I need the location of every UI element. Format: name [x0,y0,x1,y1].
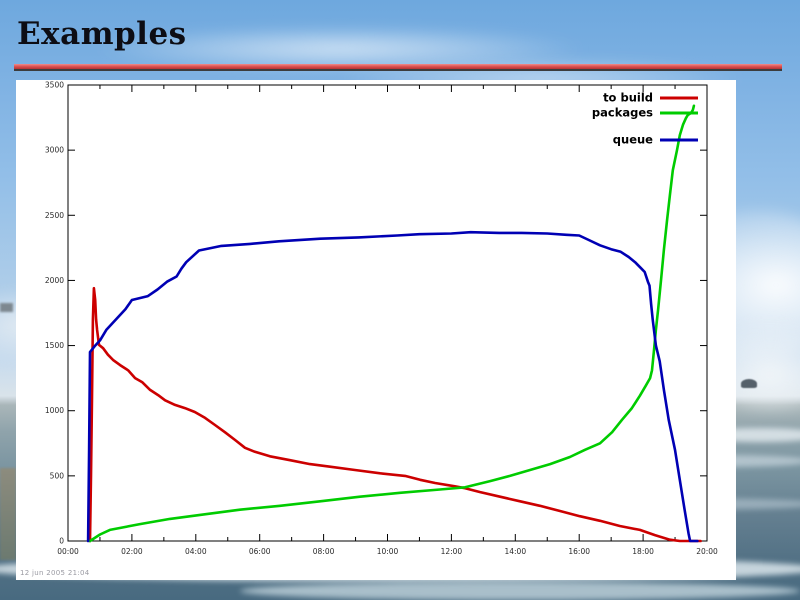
y-tick-label: 500 [50,471,65,480]
x-tick-label: 04:00 [185,547,207,556]
chart-panel: 0 500 1000 1500 2000 2500 3000 3500 00:00 02:00 0… [16,80,736,580]
series-line-queue [86,230,699,543]
x-tick-label: 00:00 [57,547,79,556]
x-tick-label: 02:00 [121,547,143,556]
plot-frame [67,84,708,542]
shore-strip [0,468,16,560]
x-tick-label: 18:00 [632,547,654,556]
chart-footnote: 12 jun 2005 21:04 [20,569,90,577]
x-tick-label: 20:00 [696,547,718,556]
legend-label-to-build: to build [603,91,653,105]
legend-label-queue: queue [613,133,653,147]
y-tick-label: 2500 [45,211,64,220]
y-tick-label: 2000 [45,276,64,285]
page-title: Examples [17,16,187,52]
separator-red-line [14,64,782,69]
y-tick-label: 1000 [45,406,64,415]
x-tick-label: 06:00 [249,547,271,556]
x-tick-label: 10:00 [377,547,399,556]
x-tick-label: 12:00 [441,547,463,556]
y-axis-labels: 0 500 1000 1500 2000 2500 3000 3500 [45,81,64,546]
title-separator [14,64,782,71]
x-tick-label: 14:00 [504,547,526,556]
separator-dark-line [14,69,782,71]
x-tick-label: 16:00 [568,547,590,556]
series-line-to-build [88,286,702,543]
series-line-packages [88,104,696,543]
y-tick-label: 3000 [45,146,64,155]
x-axis-labels: 00:00 02:00 04:00 06:00 08:00 10:00 12:00 14:00… [57,547,718,556]
x-tick-label: 08:00 [313,547,335,556]
wave-foam [240,582,800,600]
y-tick-label: 1500 [45,341,64,350]
series-lines [86,104,702,543]
distant-jetty [0,303,13,312]
y-tick-label: 0 [59,537,64,546]
y-tick-label: 3500 [45,81,64,90]
distant-rock [741,379,757,388]
axis-ticks [67,84,708,542]
legend-label-packages: packages [592,106,653,120]
